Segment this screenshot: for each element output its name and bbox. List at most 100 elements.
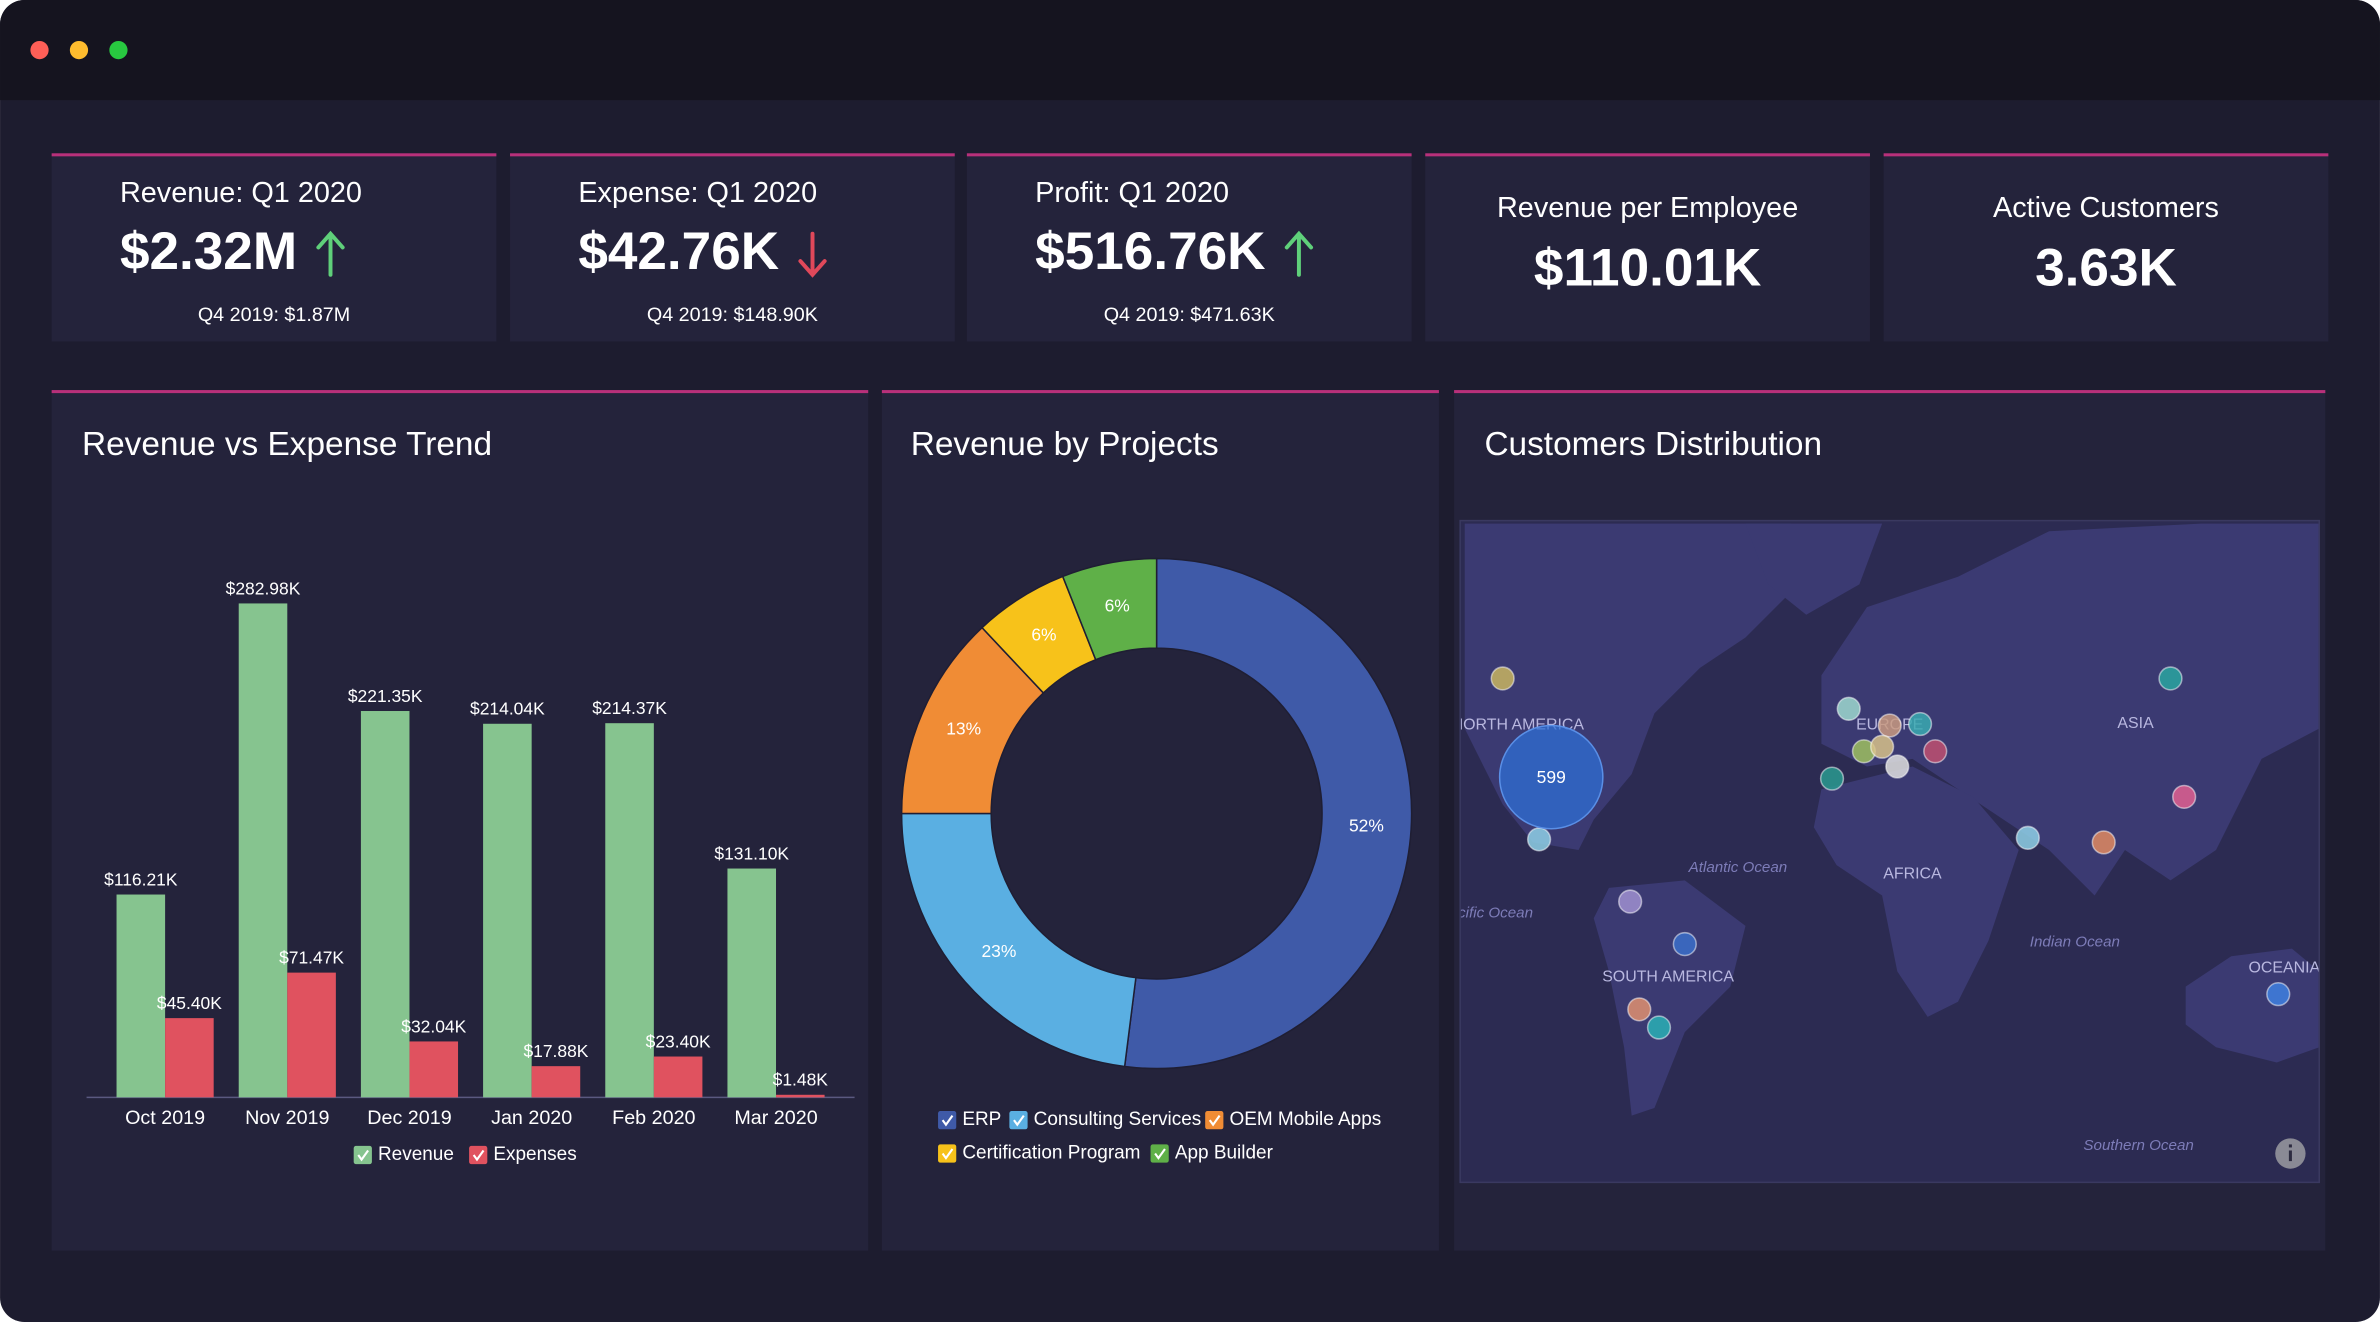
bar-value-label: $1.48K: [773, 1070, 829, 1090]
legend-label: App Builder: [1175, 1143, 1273, 1164]
map-border: [1459, 519, 2320, 1184]
customer-dot: [1923, 739, 1948, 764]
bar-value-label: $71.47K: [279, 948, 344, 968]
legend-label: Revenue: [378, 1144, 454, 1165]
customer-dot: [1907, 711, 1933, 737]
legend-label: Expenses: [493, 1144, 576, 1165]
customer-bubble: [1498, 724, 1604, 830]
bar-value-label: $17.88K: [523, 1041, 588, 1061]
checkmark: [941, 1148, 954, 1160]
ocean-label: Atlantic Ocean: [1688, 859, 1788, 876]
region-label: ASIA: [2117, 715, 2154, 732]
customer-dot: [1526, 827, 1552, 852]
content: Revenue: Q1 2020 $2.32M Q4 2019: $1.87M Exp…: [51, 153, 2329, 1251]
legend-swatch: [938, 1111, 957, 1130]
checkmark: [472, 1149, 485, 1162]
kpi-value: $2.32M: [120, 222, 297, 281]
bar-panel-accent: [51, 390, 869, 394]
kpi-value: $42.76K: [578, 222, 779, 281]
minimize-button[interactable]: [69, 40, 89, 60]
kpi-comparison: Q4 2019: $471.63K: [1104, 304, 1275, 326]
checkmark: [1013, 1114, 1025, 1127]
bubble-label: 599: [1537, 767, 1566, 787]
slice-label: 52%: [1349, 815, 1384, 835]
slice-label: 6%: [1031, 625, 1056, 645]
close-button[interactable]: [30, 40, 49, 60]
chart-title: Revenue vs Expense Trend: [82, 426, 492, 463]
bar: [165, 1018, 214, 1098]
customer-dot: [2266, 982, 2291, 1007]
bar-value-label: $32.04K: [401, 1016, 466, 1036]
ocean-label: Southern Ocean: [2083, 1137, 2193, 1154]
bar-value-label: $221.35K: [348, 686, 423, 706]
pie-panel-accent: [881, 390, 1439, 394]
checkmark: [1208, 1114, 1221, 1127]
customer-dot: [1490, 666, 1515, 691]
customer-dot: [1877, 713, 1902, 738]
slice-label: 23%: [981, 941, 1016, 961]
bar: [238, 603, 288, 1098]
bar: [653, 1056, 703, 1098]
kpi-title: Profit: Q1 2020: [1035, 177, 1229, 209]
kpi-title: Revenue per Employee: [1497, 192, 1798, 224]
bar: [531, 1066, 581, 1098]
maximize-button[interactable]: [109, 40, 128, 60]
customer-dot: [2015, 825, 2040, 850]
title-bar: [0, 0, 2380, 101]
x-tick-label: Mar 2020: [734, 1107, 817, 1129]
kpi-card: [1883, 153, 2329, 342]
map-panel-accent: [1454, 390, 2326, 394]
map-title: Customers Distribution: [1484, 426, 1822, 463]
legend-swatch: [1150, 1144, 1169, 1163]
legend-swatch: [938, 1144, 957, 1163]
kpi-card: [1425, 153, 1870, 342]
customer-dot: [1672, 931, 1697, 957]
x-tick-label: Dec 2019: [367, 1107, 451, 1129]
kpi-card: [510, 153, 955, 342]
x-tick-label: Jan 2020: [491, 1107, 572, 1129]
kpi-card-accent: [510, 153, 955, 157]
bar-value-label: $282.98K: [226, 578, 301, 598]
kpi-card-accent: [966, 153, 1412, 157]
bar: [605, 723, 654, 1098]
kpi-value: $110.01K: [1534, 239, 1761, 298]
landmass: [1745, 523, 1883, 615]
info-glyph: [2288, 1150, 2292, 1162]
bar: [409, 1041, 459, 1098]
customer-dot: [1836, 696, 1861, 721]
checkmark: [941, 1114, 954, 1127]
legend-swatch: [469, 1145, 488, 1165]
bar: [483, 723, 532, 1098]
legend-swatch: [1205, 1111, 1224, 1130]
landmass: [1813, 766, 2019, 1017]
bar-value-label: $131.10K: [714, 843, 789, 863]
checkmark: [1154, 1148, 1166, 1160]
legend-swatch: [353, 1145, 372, 1165]
kpi-card-accent: [1425, 153, 1870, 157]
region-label: SOUTH AMERICA: [1602, 969, 1734, 986]
trend-arrow: [798, 231, 827, 278]
legend-label: Consulting Services: [1034, 1109, 1202, 1130]
bar-value-label: $45.40K: [157, 993, 222, 1013]
ocean-label: Indian Ocean: [2030, 934, 2120, 951]
customer-dot: [1869, 734, 1895, 759]
x-tick-label: Nov 2019: [245, 1107, 329, 1129]
landmass: [2185, 948, 2320, 1063]
pie-slice: [1061, 557, 1158, 661]
bar-panel: [51, 390, 869, 1251]
customer-dot: [1618, 889, 1643, 914]
bar: [287, 972, 336, 1098]
ocean-label: Pacific Ocean: [1440, 905, 1534, 922]
kpi-card-accent: [1883, 153, 2329, 157]
chart-title: Revenue by Projects: [911, 426, 1219, 463]
pie-slice: [900, 812, 1137, 1068]
x-tick-label: Feb 2020: [612, 1107, 695, 1129]
x-tick-label: Oct 2019: [125, 1107, 205, 1129]
customer-dot: [1819, 766, 1845, 791]
bar: [776, 1094, 825, 1098]
landmass: [1593, 880, 1746, 1116]
slice-label: 6%: [1105, 596, 1130, 616]
kpi-title: Revenue: Q1 2020: [120, 177, 362, 209]
